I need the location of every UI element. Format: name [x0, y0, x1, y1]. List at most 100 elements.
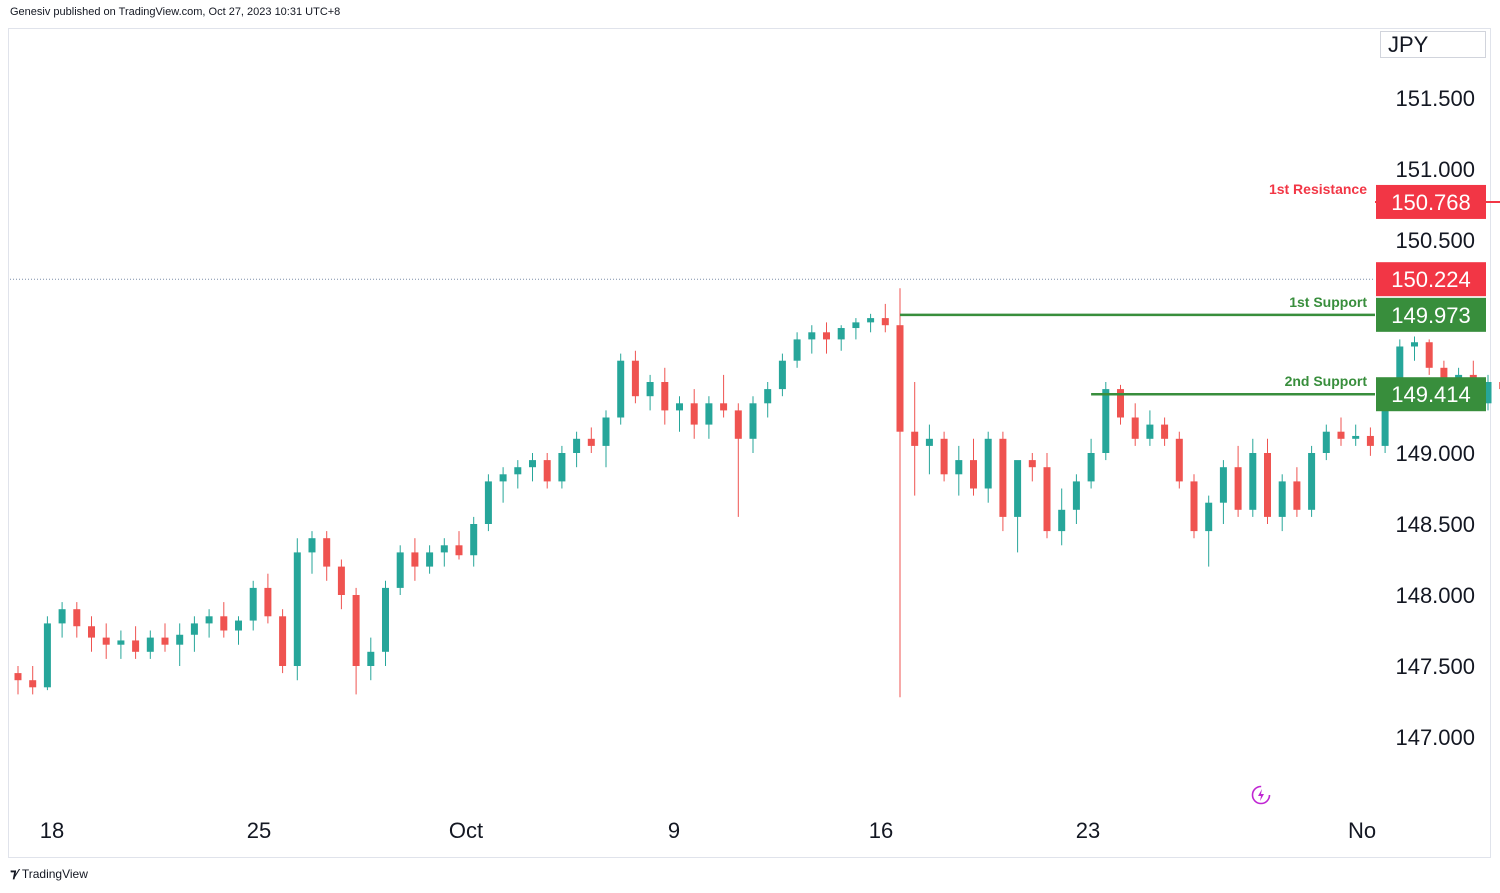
candle-body[interactable] — [1205, 502, 1213, 532]
candle-body[interactable] — [837, 328, 845, 340]
candle-body[interactable] — [543, 460, 551, 482]
candle-body[interactable] — [867, 318, 875, 323]
candle-body[interactable] — [1087, 453, 1095, 482]
candle-body[interactable] — [337, 566, 345, 595]
candle-body[interactable] — [1322, 431, 1330, 453]
candle-body[interactable] — [999, 438, 1007, 517]
candle-body[interactable] — [1352, 435, 1360, 439]
candle-body[interactable] — [146, 637, 154, 652]
candle-body[interactable] — [1396, 346, 1404, 397]
candle-body[interactable] — [852, 322, 860, 329]
candle-body[interactable] — [631, 360, 639, 397]
candle-body[interactable] — [235, 620, 242, 631]
candle-body[interactable] — [970, 460, 977, 489]
candle-body[interactable] — [1425, 342, 1433, 368]
candle-body[interactable] — [117, 640, 125, 645]
candle-body[interactable] — [1146, 424, 1154, 439]
candle-body[interactable] — [73, 609, 81, 627]
candle-body[interactable] — [573, 438, 581, 453]
candle-body[interactable] — [896, 325, 904, 432]
candle-body[interactable] — [1484, 382, 1492, 404]
candle-body[interactable] — [1190, 481, 1198, 532]
candle-body[interactable] — [1293, 481, 1301, 510]
candle-body[interactable] — [58, 609, 66, 624]
candle-body[interactable] — [367, 651, 375, 666]
candle-body[interactable] — [470, 524, 478, 556]
candle-body[interactable] — [1308, 453, 1316, 510]
candle-body[interactable] — [646, 382, 654, 397]
candle-body[interactable] — [249, 587, 257, 621]
candle-body[interactable] — [1411, 342, 1418, 347]
lightning-icon[interactable] — [1251, 785, 1271, 805]
candle-body[interactable] — [382, 587, 389, 652]
candle-body[interactable] — [161, 637, 169, 645]
candle-body[interactable] — [602, 417, 610, 446]
footer-brand[interactable]: ⁊⁄ TradingView — [10, 866, 88, 882]
candle-body[interactable] — [440, 545, 448, 553]
candle-body[interactable] — [1058, 509, 1066, 532]
candle-body[interactable] — [323, 538, 331, 567]
candle-body[interactable] — [1117, 389, 1124, 418]
candle-body[interactable] — [484, 481, 492, 524]
candle-body[interactable] — [220, 616, 228, 631]
candle-body[interactable] — [690, 403, 698, 425]
candle-body[interactable] — [1131, 417, 1139, 439]
candle-body[interactable] — [764, 389, 772, 404]
candle-body[interactable] — [190, 623, 198, 635]
candle-body[interactable] — [14, 673, 22, 681]
candle-body[interactable] — [1278, 481, 1286, 517]
candle-body[interactable] — [529, 460, 536, 468]
currency-label[interactable]: JPY — [1380, 31, 1486, 58]
candle-body[interactable] — [88, 626, 95, 638]
candle-body[interactable] — [279, 616, 287, 666]
candle-body[interactable] — [514, 467, 522, 475]
candle-body[interactable] — [1337, 431, 1345, 439]
candle-body[interactable] — [176, 634, 184, 645]
candle-body[interactable] — [1234, 467, 1242, 510]
candle-body[interactable] — [264, 587, 272, 617]
candle-body[interactable] — [940, 438, 948, 475]
candle-body[interactable] — [1043, 467, 1051, 532]
candle-body[interactable] — [1072, 481, 1080, 510]
candle-body[interactable] — [925, 438, 933, 446]
candle-body[interactable] — [352, 595, 360, 666]
candle-body[interactable] — [499, 474, 507, 482]
candle-body[interactable] — [661, 382, 669, 411]
candle-body[interactable] — [1161, 424, 1169, 439]
candle-body[interactable] — [1249, 453, 1257, 510]
candle-body[interactable] — [823, 332, 830, 340]
candle-body[interactable] — [29, 680, 37, 688]
candle-body[interactable] — [793, 339, 801, 361]
candle-body[interactable] — [411, 552, 419, 567]
candle-body[interactable] — [43, 623, 51, 688]
candle-body[interactable] — [720, 403, 728, 411]
candle-body[interactable] — [955, 460, 963, 475]
candle-body[interactable] — [911, 431, 919, 446]
candle-body[interactable] — [1219, 467, 1227, 503]
candle-body[interactable] — [426, 552, 434, 567]
candle-body[interactable] — [749, 403, 757, 439]
candle-body[interactable] — [587, 438, 595, 446]
candle-body[interactable] — [558, 453, 566, 482]
candle-body[interactable] — [455, 545, 463, 556]
candle-body[interactable] — [1028, 460, 1036, 468]
candle-body[interactable] — [102, 637, 110, 645]
candle-body[interactable] — [293, 552, 301, 666]
candle-body[interactable] — [705, 403, 713, 425]
candle-body[interactable] — [808, 332, 816, 340]
candle-body[interactable] — [1014, 460, 1022, 517]
chart-frame[interactable] — [8, 28, 1491, 858]
candle-body[interactable] — [396, 552, 404, 588]
candle-body[interactable] — [1102, 389, 1110, 453]
candle-body[interactable] — [1175, 438, 1183, 482]
candle-body[interactable] — [734, 410, 742, 439]
candle-body[interactable] — [1264, 453, 1271, 517]
candle-body[interactable] — [132, 640, 140, 652]
candle-body[interactable] — [205, 616, 213, 624]
candle-body[interactable] — [676, 403, 683, 411]
candle-body[interactable] — [617, 360, 625, 418]
candle-body[interactable] — [881, 318, 889, 326]
candle-body[interactable] — [308, 538, 316, 553]
candle-body[interactable] — [1381, 396, 1389, 446]
